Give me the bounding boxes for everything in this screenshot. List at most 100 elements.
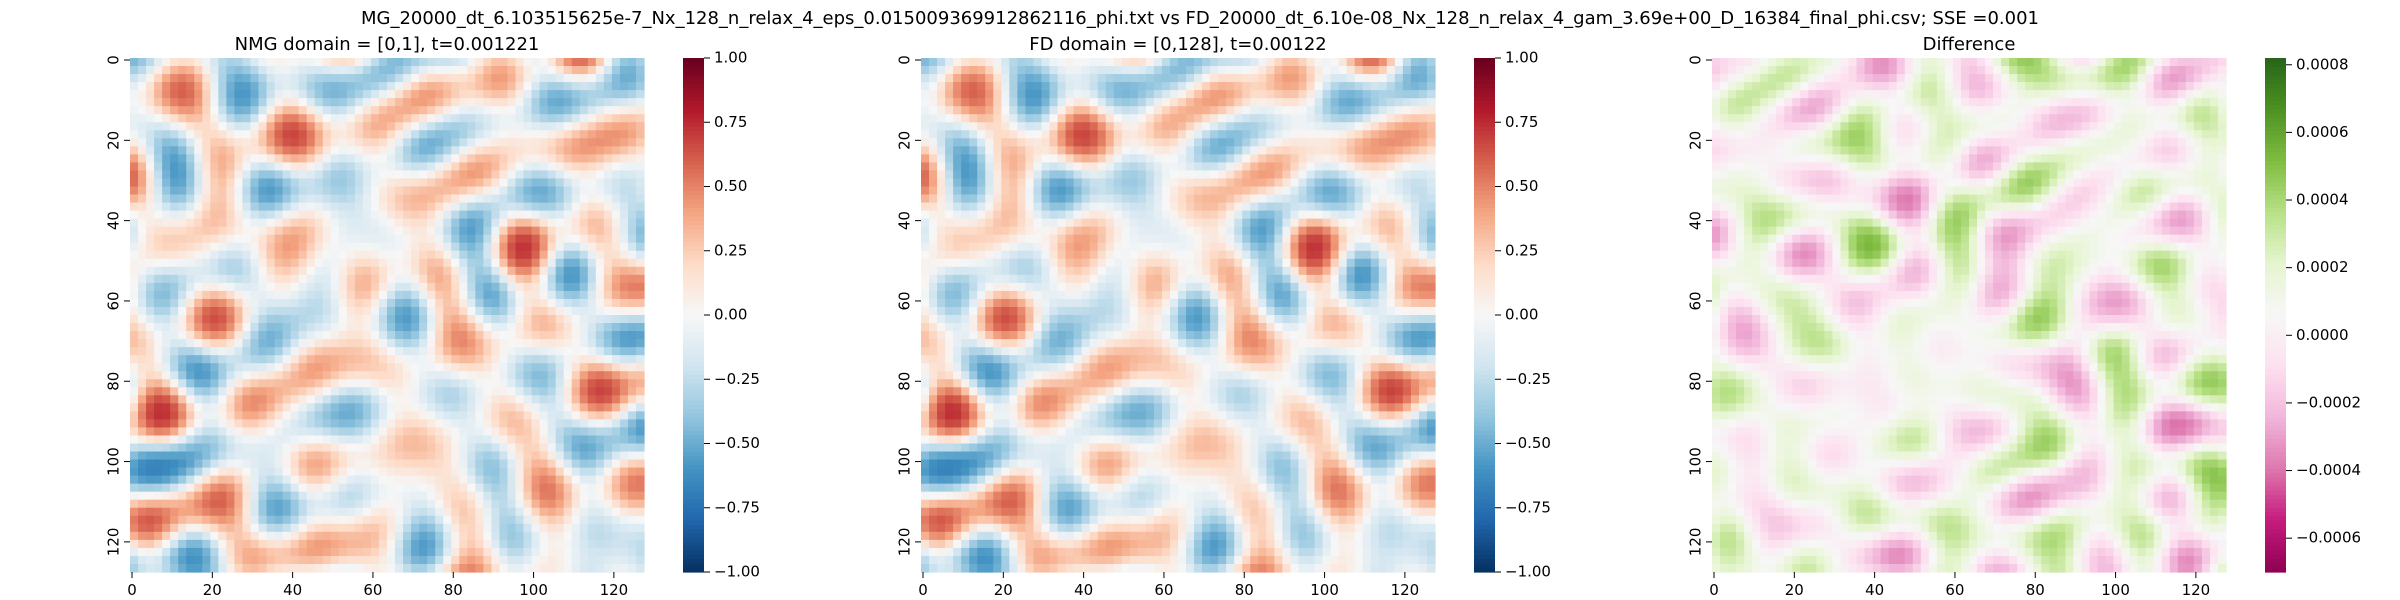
heatmap-cell: [362, 90, 372, 99]
heatmap-cell: [611, 499, 621, 509]
heatmap-cell: [130, 451, 139, 461]
heatmap-cell: [138, 186, 147, 196]
heatmap-cell: [627, 122, 637, 131]
heatmap-cell: [1298, 106, 1308, 115]
heatmap-cell: [338, 443, 348, 453]
heatmap-cell: [627, 315, 637, 324]
heatmap-cell: [603, 202, 613, 212]
heatmap-cell: [170, 114, 179, 123]
heatmap-cell: [411, 306, 420, 316]
heatmap-cell: [1226, 58, 1235, 67]
heatmap-cell: [419, 218, 428, 228]
heatmap-cell: [603, 371, 613, 380]
heatmap-cell: [427, 547, 436, 557]
heatmap-cell: [290, 82, 300, 91]
heatmap-cell: [387, 419, 396, 429]
heatmap-cell: [330, 371, 340, 380]
heatmap-cell: [210, 258, 219, 268]
heatmap-cell: [419, 290, 428, 300]
heatmap-cell: [146, 186, 155, 196]
heatmap-cell: [627, 234, 637, 244]
heatmap-cell: [563, 531, 573, 541]
heatmap-cell: [491, 154, 501, 164]
heatmap-cell: [603, 274, 613, 284]
heatmap-cell: [411, 563, 420, 573]
heatmap-cell: [258, 306, 268, 316]
heatmap-cell: [154, 106, 163, 115]
colorbar-segment: [683, 139, 704, 145]
heatmap-cell: [250, 419, 260, 429]
heatmap-cell: [178, 547, 187, 557]
heatmap-cell: [378, 507, 388, 517]
heatmap-cell: [370, 210, 380, 220]
heatmap-cell: [218, 114, 227, 123]
heatmap-cell: [443, 170, 452, 180]
heatmap-cell: [210, 491, 219, 501]
heatmap-cell: [491, 331, 501, 340]
heatmap-cell: [579, 266, 589, 276]
heatmap-cell: [483, 539, 493, 549]
heatmap-cell: [1194, 90, 1203, 99]
heatmap-cell: [411, 499, 420, 509]
heatmap-cell: [1105, 90, 1115, 99]
heatmap-cell: [218, 234, 227, 244]
heatmap-cell: [1009, 114, 1018, 123]
heatmap-cell: [571, 371, 581, 380]
heatmap-cell: [146, 210, 155, 220]
heatmap-cell: [571, 451, 581, 461]
heatmap-cell: [1186, 130, 1195, 139]
heatmap-cell: [929, 74, 938, 83]
heatmap-cell: [290, 186, 300, 196]
heatmap-cell: [611, 234, 621, 244]
heatmap-cell: [1009, 90, 1018, 99]
heatmap-cell: [234, 202, 244, 212]
heatmap-cell: [290, 355, 300, 364]
heatmap-cell: [555, 371, 565, 380]
heatmap-cell: [491, 218, 501, 228]
heatmap-cell: [178, 483, 187, 493]
heatmap-cell: [395, 106, 404, 115]
heatmap-cell: [378, 298, 388, 308]
heatmap-cell: [555, 515, 565, 525]
heatmap-cell: [370, 266, 380, 276]
heatmap-cell: [378, 250, 388, 260]
heatmap-cell: [451, 178, 460, 188]
heatmap-cell: [138, 379, 147, 388]
heatmap-cell: [1378, 74, 1388, 83]
heatmap-cell: [969, 90, 978, 99]
heatmap-cell: [547, 491, 557, 501]
heatmap-cell: [515, 186, 525, 196]
heatmap-cell: [451, 186, 460, 196]
heatmap-cell: [346, 266, 356, 276]
heatmap-cell: [346, 387, 356, 396]
heatmap-cell: [531, 306, 541, 316]
heatmap-cell: [387, 355, 396, 364]
heatmap-cell: [595, 274, 605, 284]
heatmap-cell: [395, 274, 404, 284]
heatmap-cell: [186, 218, 195, 228]
heatmap-cell: [579, 547, 589, 557]
heatmap-cell: [531, 82, 541, 91]
heatmap-cell: [387, 146, 396, 155]
heatmap-cell: [194, 555, 203, 565]
heatmap-cell: [1226, 114, 1235, 123]
heatmap-cell: [1338, 106, 1348, 115]
heatmap-cell: [1202, 114, 1211, 123]
heatmap-cell: [330, 90, 340, 99]
heatmap-cell: [571, 323, 581, 332]
heatmap-cell: [202, 210, 211, 220]
heatmap-cell: [499, 106, 509, 115]
heatmap-cell: [194, 250, 203, 260]
heatmap-cell: [138, 451, 147, 461]
heatmap-cell: [499, 122, 509, 131]
heatmap-cell: [242, 258, 252, 268]
heatmap-cell: [443, 563, 452, 573]
heatmap-cell: [563, 411, 573, 421]
heatmap-cell: [170, 210, 179, 220]
heatmap-cell: [459, 323, 468, 332]
heatmap-cell: [427, 138, 436, 147]
heatmap-cell: [515, 539, 525, 549]
heatmap-cell: [1242, 98, 1251, 107]
heatmap-cell: [443, 186, 452, 196]
heatmap-cell: [1354, 74, 1364, 83]
